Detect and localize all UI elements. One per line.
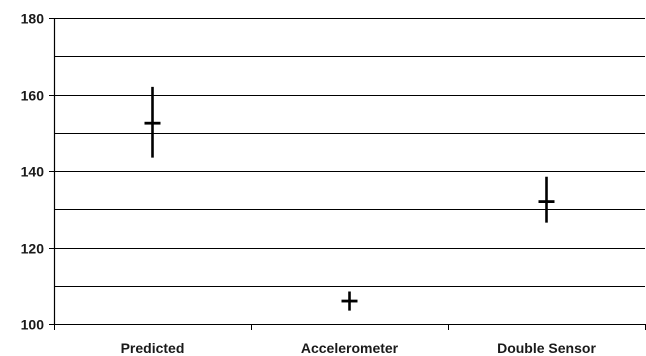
x-category-label: Predicted (121, 340, 185, 356)
y-tick-label: 180 (21, 11, 45, 27)
gridlines (54, 18, 645, 325)
y-tick-label: 120 (21, 241, 45, 257)
y-tick-label: 140 (21, 164, 45, 180)
y-tick-label: 160 (21, 88, 45, 104)
x-category-label: Accelerometer (301, 340, 399, 356)
x-category-label: Double Sensor (497, 340, 596, 356)
x-axis-category-labels: Predicted Accelerometer Double Sensor (121, 340, 597, 356)
axes (49, 18, 646, 330)
y-axis-tick-labels: 100 120 140 160 180 (21, 11, 45, 333)
data-markers (144, 86, 555, 311)
y-tick-label: 100 (21, 317, 45, 333)
